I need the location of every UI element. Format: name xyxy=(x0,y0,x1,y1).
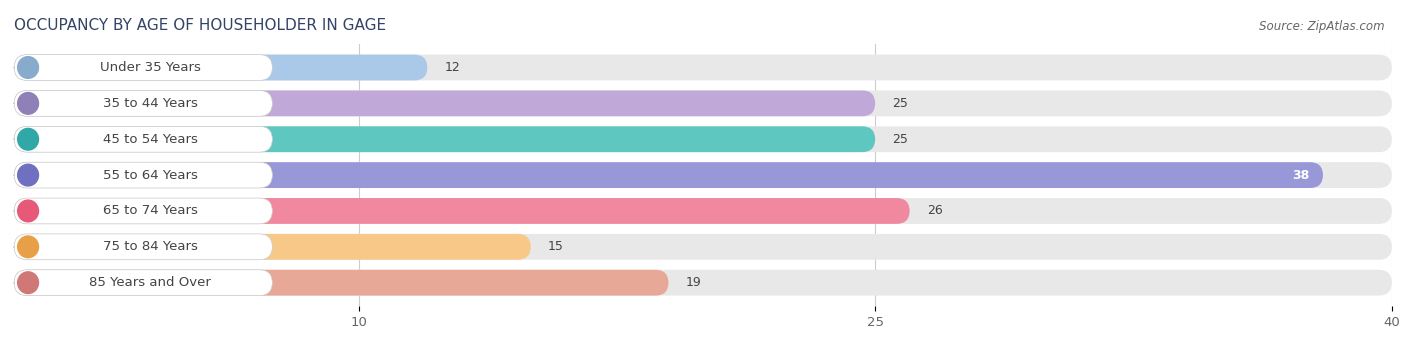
Circle shape xyxy=(18,92,38,114)
Text: 25: 25 xyxy=(893,133,908,146)
Text: 12: 12 xyxy=(444,61,460,74)
Text: 45 to 54 Years: 45 to 54 Years xyxy=(103,133,198,146)
Text: OCCUPANCY BY AGE OF HOUSEHOLDER IN GAGE: OCCUPANCY BY AGE OF HOUSEHOLDER IN GAGE xyxy=(14,18,387,33)
FancyBboxPatch shape xyxy=(14,126,1392,152)
FancyBboxPatch shape xyxy=(14,270,1392,295)
FancyBboxPatch shape xyxy=(14,55,1392,81)
FancyBboxPatch shape xyxy=(14,162,273,188)
FancyBboxPatch shape xyxy=(14,234,1392,260)
FancyBboxPatch shape xyxy=(14,162,1323,188)
FancyBboxPatch shape xyxy=(14,90,1392,116)
Circle shape xyxy=(18,200,38,222)
FancyBboxPatch shape xyxy=(14,198,273,224)
FancyBboxPatch shape xyxy=(14,234,531,260)
Text: 55 to 64 Years: 55 to 64 Years xyxy=(103,169,198,182)
Circle shape xyxy=(18,164,38,186)
FancyBboxPatch shape xyxy=(14,55,273,81)
Text: 75 to 84 Years: 75 to 84 Years xyxy=(103,240,198,253)
Text: 15: 15 xyxy=(548,240,564,253)
Text: 38: 38 xyxy=(1292,169,1309,182)
Text: Under 35 Years: Under 35 Years xyxy=(100,61,201,74)
FancyBboxPatch shape xyxy=(14,270,273,295)
Circle shape xyxy=(18,272,38,293)
FancyBboxPatch shape xyxy=(14,126,273,152)
FancyBboxPatch shape xyxy=(14,198,1392,224)
Text: 85 Years and Over: 85 Years and Over xyxy=(89,276,211,289)
Text: Source: ZipAtlas.com: Source: ZipAtlas.com xyxy=(1260,20,1385,33)
Circle shape xyxy=(18,236,38,258)
Text: 65 to 74 Years: 65 to 74 Years xyxy=(103,204,198,218)
Circle shape xyxy=(18,129,38,150)
Text: 25: 25 xyxy=(893,97,908,110)
FancyBboxPatch shape xyxy=(14,198,910,224)
FancyBboxPatch shape xyxy=(14,234,273,260)
Text: 26: 26 xyxy=(927,204,942,218)
FancyBboxPatch shape xyxy=(14,90,273,116)
Circle shape xyxy=(18,57,38,78)
FancyBboxPatch shape xyxy=(14,55,427,81)
FancyBboxPatch shape xyxy=(14,126,875,152)
FancyBboxPatch shape xyxy=(14,162,1392,188)
Text: 35 to 44 Years: 35 to 44 Years xyxy=(103,97,198,110)
Text: 19: 19 xyxy=(686,276,702,289)
FancyBboxPatch shape xyxy=(14,90,875,116)
FancyBboxPatch shape xyxy=(14,270,669,295)
